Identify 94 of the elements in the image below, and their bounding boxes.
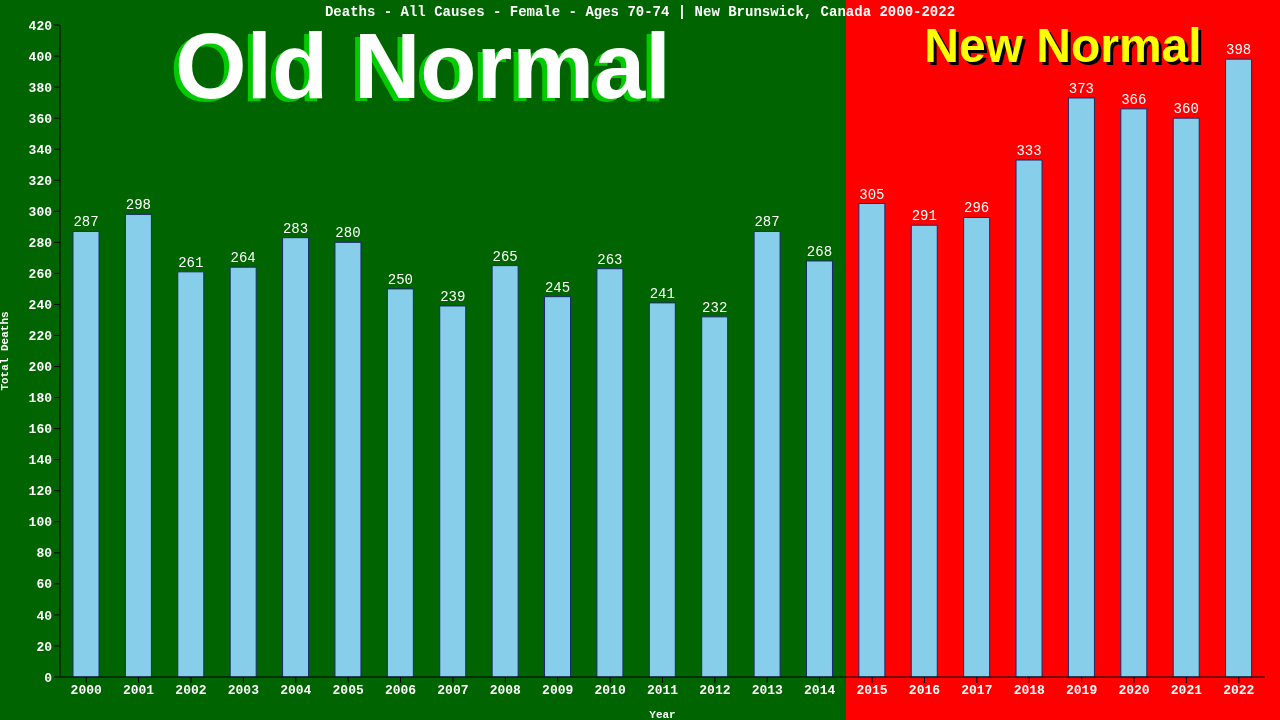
x-tick-label: 2012: [699, 683, 731, 699]
y-tick-label: 280: [28, 235, 53, 251]
y-tick-label: 220: [28, 329, 53, 345]
x-tick-label: 2019: [1066, 683, 1098, 699]
bar: [963, 217, 991, 677]
x-tick-label: 2006: [384, 683, 417, 699]
y-tick-label: 380: [28, 80, 53, 96]
y-tick-label: 360: [28, 111, 53, 127]
x-tick-label: 2013: [751, 683, 784, 699]
bar: [334, 241, 362, 677]
data-label: 298: [125, 197, 151, 214]
bar: [229, 266, 257, 677]
y-tick-label: 40: [36, 608, 53, 624]
data-label: 264: [230, 250, 256, 267]
y-tick-label: 120: [28, 484, 53, 500]
x-tick-label: 2001: [122, 683, 155, 699]
y-tick-label: 20: [36, 639, 53, 655]
y-tick-label: 180: [28, 391, 53, 407]
bar: [386, 288, 414, 677]
data-label: 241: [649, 285, 675, 302]
data-label: 280: [335, 225, 361, 242]
x-axis-title: Year: [649, 709, 676, 720]
bar: [1015, 159, 1043, 677]
y-tick-label: 140: [28, 453, 53, 469]
x-tick-label: 2017: [961, 683, 993, 699]
data-label: 287: [73, 214, 99, 231]
y-tick-label: 300: [28, 204, 53, 220]
y-tick-label: 200: [28, 360, 53, 376]
y-tick-label: 340: [28, 142, 53, 158]
x-tick-label: 2014: [804, 683, 836, 699]
x-tick-label: 2021: [1170, 683, 1203, 699]
data-label: 261: [178, 254, 204, 271]
bar: [491, 265, 519, 677]
x-tick-label: 2018: [1013, 683, 1046, 699]
data-label: 250: [387, 271, 413, 288]
x-tick-label: 2008: [489, 683, 522, 699]
x-tick-label: 2010: [594, 683, 626, 699]
x-tick-label: 2002: [175, 683, 207, 699]
data-label: 291: [911, 208, 937, 225]
data-label: 287: [754, 214, 780, 231]
bar: [858, 203, 886, 677]
y-tick-label: 240: [28, 298, 53, 314]
x-tick-label: 2020: [1118, 683, 1150, 699]
data-label: 366: [1121, 91, 1147, 108]
x-tick-label: 2016: [908, 683, 941, 699]
x-tick-label: 2009: [542, 683, 574, 699]
y-tick-label: 260: [28, 267, 53, 282]
x-tick-label: 2004: [280, 683, 312, 699]
data-label: 333: [1016, 143, 1042, 160]
data-label: 360: [1173, 101, 1199, 118]
x-tick-label: 2005: [332, 683, 364, 699]
bar: [1172, 117, 1200, 677]
y-tick-label: 80: [36, 546, 53, 562]
y-tick-label: 60: [36, 577, 53, 593]
bar: [1067, 97, 1095, 677]
data-label: 305: [859, 186, 885, 203]
x-tick-label: 2007: [437, 683, 469, 699]
y-tick-label: 320: [28, 173, 53, 189]
bar: [439, 305, 467, 677]
bar: [1120, 108, 1148, 677]
bar: [701, 316, 729, 677]
data-label: 239: [440, 288, 466, 305]
data-label: 283: [282, 220, 309, 237]
y-tick-label: 160: [28, 422, 53, 438]
data-label: 373: [1068, 80, 1095, 97]
bar: [805, 260, 833, 677]
y-tick-label: 400: [28, 49, 53, 65]
data-label: 265: [492, 248, 518, 265]
bar: [544, 296, 572, 677]
data-label: 398: [1226, 42, 1252, 59]
data-label: 268: [806, 243, 833, 260]
data-label: 296: [964, 200, 990, 217]
bar: [177, 271, 205, 677]
bar: [1225, 58, 1253, 677]
x-tick-label: 2003: [227, 683, 260, 699]
y-tick-label: 100: [28, 515, 53, 531]
bar: [124, 213, 152, 677]
y-tick-label: 0: [44, 670, 53, 686]
bar: [910, 224, 938, 677]
bar: [648, 302, 676, 677]
x-tick-label: 2015: [856, 683, 888, 699]
x-tick-label: 2000: [70, 683, 102, 699]
bar: [282, 237, 310, 677]
bar: [596, 268, 624, 677]
y-axis-title: Total Deaths: [0, 311, 11, 391]
bar: [753, 230, 781, 677]
y-tick-label: 420: [28, 18, 53, 34]
data-label: 232: [702, 299, 728, 316]
band-label: New Normal: [924, 19, 1202, 72]
bar: [72, 230, 100, 677]
x-tick-label: 2011: [646, 683, 679, 699]
x-tick-label: 2022: [1223, 683, 1255, 699]
data-label: 263: [597, 251, 623, 268]
data-label: 245: [544, 279, 571, 296]
